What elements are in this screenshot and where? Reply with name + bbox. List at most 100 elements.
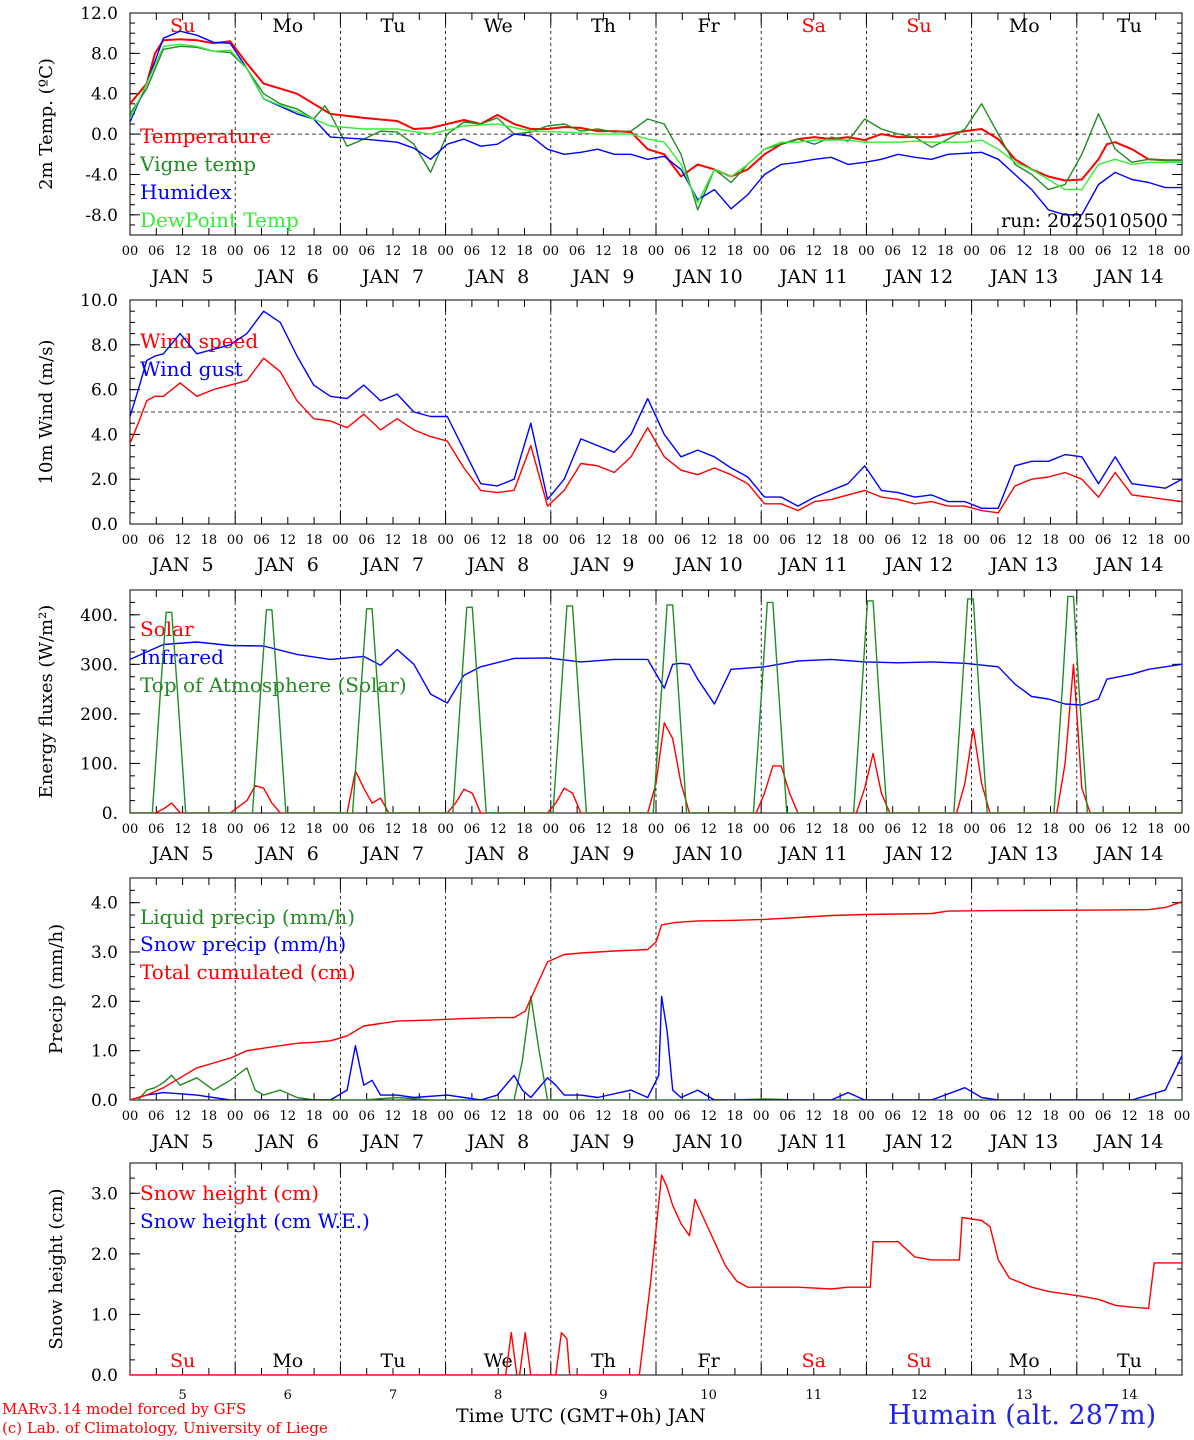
weekday-label: Su [170, 1350, 195, 1372]
y-tick-label: -4.0 [85, 165, 118, 185]
legend-entry: Temperature [140, 124, 271, 148]
y-tick-label: 10.0 [80, 291, 118, 311]
panel-2: 10.0 8.0 6.0 4.0 2.0 0.0 10m Wind (m/s) 00 06 12 1… [36, 291, 1190, 576]
date-label: JAN 7 [360, 266, 424, 288]
hour-tick-label: 12 [280, 1109, 297, 1124]
date-label: JAN 5 [150, 266, 214, 288]
day-number-label: 9 [599, 1388, 607, 1403]
hour-tick-label: 18 [937, 1109, 954, 1124]
model-credit: MARv3.14 model forced by GFS [2, 1400, 247, 1418]
hour-tick-label: 00 [963, 244, 980, 259]
hour-tick-label: 12 [490, 533, 507, 548]
panel-1: 12.0 8.0 4.0 0.0 -4.0 -8.0 2m Temp. (ºC) 00 06 12… [36, 4, 1190, 288]
hour-tick-label: 18 [201, 533, 218, 548]
hour-tick-label: 06 [253, 244, 270, 259]
hour-tick-label: 12 [595, 533, 612, 548]
legend-entry: Infrared [140, 645, 224, 669]
hour-tick-label: 12 [385, 244, 402, 259]
hour-tick-label: 00 [1069, 244, 1086, 259]
hour-tick-label: 00 [437, 533, 454, 548]
hour-tick-label: 06 [1095, 244, 1112, 259]
date-label: JAN 13 [988, 266, 1058, 288]
hour-tick-label: 12 [1121, 533, 1138, 548]
series-line-infrared [130, 641, 1182, 706]
weekday-label: Mo [272, 1350, 303, 1372]
hour-tick-label: 18 [937, 244, 954, 259]
weekday-label: Sa [802, 15, 826, 37]
series-line-temperature [130, 38, 1182, 182]
hour-tick-label: 18 [201, 244, 218, 259]
hour-tick-label: 12 [806, 1109, 823, 1124]
date-label: JAN 10 [673, 266, 743, 288]
hour-tick-label: 06 [464, 1109, 481, 1124]
y-tick-label: 3.0 [91, 1184, 118, 1204]
hour-tick-label: 06 [358, 244, 375, 259]
hour-tick-label: 00 [648, 822, 665, 837]
weekday-label: Fr [697, 1350, 720, 1372]
weekday-label: Su [906, 15, 931, 37]
hour-tick-label: 06 [674, 244, 691, 259]
hour-tick-label: 00 [332, 1109, 349, 1124]
hour-tick-label: 18 [1147, 822, 1164, 837]
hour-tick-label: 18 [411, 1109, 428, 1124]
y-tick-label: 4.0 [91, 894, 118, 914]
run-annotation: run: 2025010500 [1001, 210, 1168, 232]
weekday-label: Tu [381, 1350, 406, 1372]
date-label: JAN 14 [1093, 843, 1163, 865]
hour-tick-label: 18 [832, 533, 849, 548]
hour-tick-label: 18 [306, 533, 323, 548]
date-label: JAN 12 [883, 1131, 953, 1153]
hour-tick-label: 18 [516, 1109, 533, 1124]
y-tick-label: 6.0 [91, 381, 118, 401]
legend-entry: Snow height (cm W.E.) [140, 1209, 370, 1233]
hour-tick-label: 00 [122, 822, 139, 837]
date-label: JAN 7 [360, 554, 424, 576]
date-label: JAN 11 [778, 843, 848, 865]
hour-tick-label: 18 [937, 822, 954, 837]
series-line-wind-gust [130, 310, 1182, 509]
weekday-label: Th [591, 1350, 616, 1372]
y-tick-label: 0.0 [91, 515, 118, 535]
legend-entry: Wind gust [140, 357, 243, 381]
y-tick-label: 12.0 [80, 4, 118, 24]
hour-tick-label: 06 [569, 822, 586, 837]
hour-tick-label: 12 [490, 822, 507, 837]
hour-tick-label: 00 [648, 1109, 665, 1124]
date-label: JAN 13 [988, 1131, 1058, 1153]
hour-tick-label: 12 [385, 1109, 402, 1124]
hour-tick-label: 12 [1016, 244, 1033, 259]
hour-tick-label: 12 [490, 1109, 507, 1124]
series-line-dewpoint-temp [130, 43, 1182, 204]
hour-tick-label: 06 [1095, 1109, 1112, 1124]
hour-tick-label: 00 [437, 1109, 454, 1124]
series-line-solar [130, 663, 1182, 813]
hour-tick-label: 12 [911, 822, 928, 837]
hour-tick-label: 18 [1147, 533, 1164, 548]
y-axis-title: Energy fluxes (W/m²) [36, 605, 57, 799]
day-number-label: 13 [1016, 1388, 1033, 1403]
date-label: JAN 6 [255, 266, 319, 288]
hour-tick-label: 00 [1069, 533, 1086, 548]
hour-tick-label: 06 [464, 533, 481, 548]
hour-tick-label: 12 [595, 1109, 612, 1124]
hour-tick-label: 00 [1174, 822, 1191, 837]
hour-tick-label: 00 [332, 533, 349, 548]
date-label: JAN 14 [1093, 554, 1163, 576]
y-axis-title: 2m Temp. (ºC) [36, 58, 57, 190]
hour-tick-label: 06 [1095, 533, 1112, 548]
series-line-wind-speed [130, 357, 1182, 514]
date-label: JAN 12 [883, 843, 953, 865]
hour-tick-label: 18 [621, 822, 638, 837]
weekday-label: Sa [802, 1350, 826, 1372]
station-name: Humain (alt. 287m) [888, 1400, 1157, 1431]
weekday-label: Su [170, 15, 195, 37]
date-label: JAN 10 [673, 554, 743, 576]
hour-tick-label: 12 [174, 1109, 191, 1124]
y-axis-title: Snow height (cm) [46, 1188, 67, 1349]
hour-tick-label: 06 [253, 533, 270, 548]
weekday-label: Mo [272, 15, 303, 37]
hour-tick-label: 18 [1042, 1109, 1059, 1124]
date-label: JAN 10 [673, 1131, 743, 1153]
date-label: JAN 8 [465, 1131, 529, 1153]
hour-tick-label: 18 [516, 822, 533, 837]
